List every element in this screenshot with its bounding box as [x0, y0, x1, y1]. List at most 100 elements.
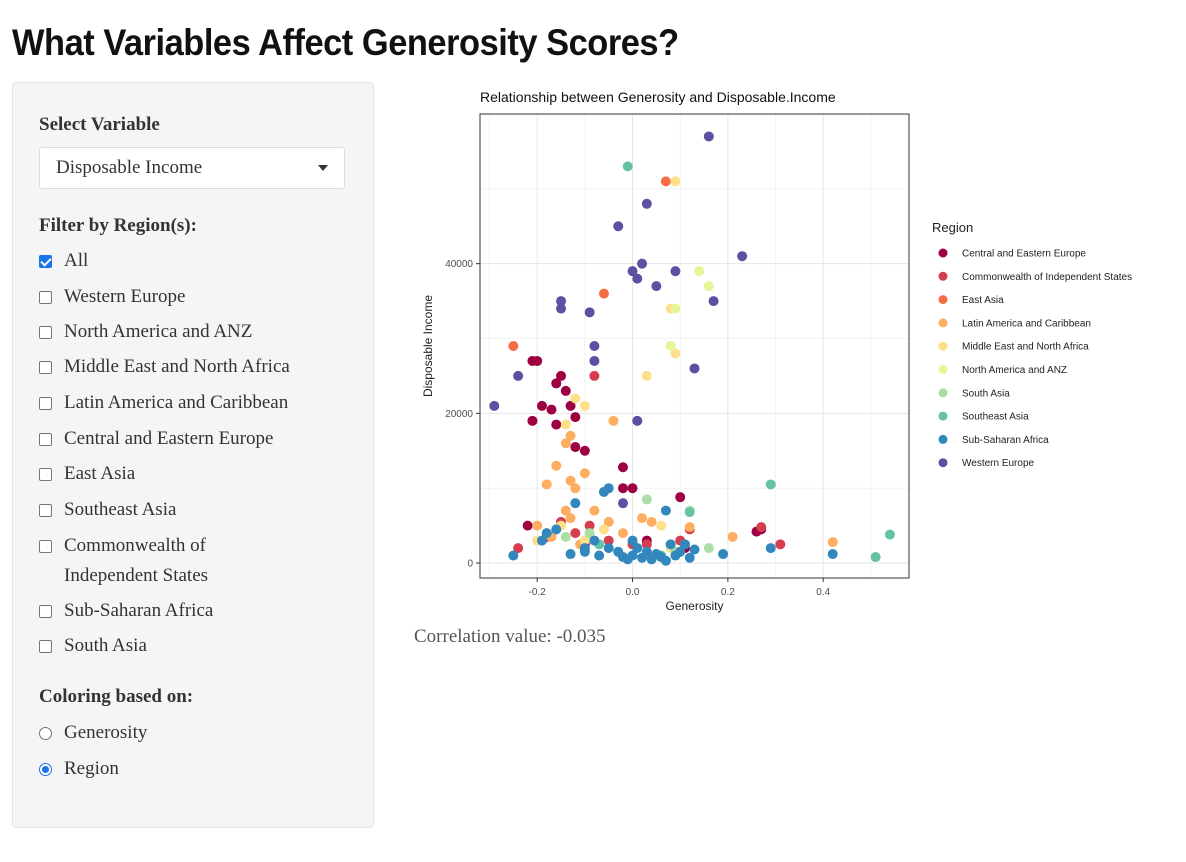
radio-button[interactable]	[39, 762, 52, 776]
checkbox[interactable]	[39, 504, 52, 517]
data-point	[565, 475, 576, 486]
checkbox[interactable]	[39, 605, 52, 618]
data-point	[584, 520, 595, 531]
data-point	[651, 281, 662, 292]
data-point	[684, 522, 695, 533]
data-point	[641, 539, 652, 550]
region-filter-label: Sub-Saharan Africa	[64, 600, 214, 621]
region-filter-label: Southeast Asia	[64, 499, 177, 520]
data-point	[613, 221, 624, 232]
radio-button[interactable]	[39, 726, 52, 740]
coloring-option-region[interactable]: Region	[39, 758, 119, 780]
checkbox[interactable]	[39, 361, 52, 374]
checkbox[interactable]	[39, 640, 52, 653]
data-point	[598, 288, 609, 299]
legend-key	[938, 318, 948, 328]
data-point	[632, 415, 643, 426]
data-point	[641, 494, 652, 505]
checkbox[interactable]	[39, 468, 52, 481]
region-filter-east-asia[interactable]: East Asia	[39, 463, 135, 489]
checkbox[interactable]	[39, 433, 52, 446]
data-point	[632, 273, 643, 284]
checkbox[interactable]	[39, 326, 52, 339]
data-point	[656, 520, 667, 531]
legend-label: North America and ANZ	[962, 365, 1067, 376]
region-filter-north-america-and-anz[interactable]: North America and ANZ	[39, 321, 252, 347]
checkbox[interactable]	[39, 397, 52, 410]
data-point	[551, 378, 562, 389]
data-point	[627, 483, 638, 494]
data-point	[827, 537, 838, 548]
data-point	[579, 400, 590, 411]
data-point	[775, 539, 786, 550]
data-point	[670, 266, 681, 277]
region-filter-middle-east-and-north-africa[interactable]: Middle East and North Africa	[39, 356, 290, 382]
region-filter-all[interactable]: All	[39, 250, 88, 276]
data-point	[579, 535, 590, 546]
data-point	[618, 498, 628, 509]
data-point	[556, 303, 567, 314]
legend-label: East Asia	[962, 295, 1004, 306]
data-point	[641, 546, 652, 557]
data-point	[622, 161, 633, 172]
checkbox[interactable]	[39, 255, 52, 268]
data-point	[718, 549, 729, 560]
data-point	[579, 468, 590, 479]
data-point	[589, 535, 600, 546]
x-tick-label: 0.2	[721, 587, 735, 598]
data-point	[513, 370, 524, 381]
legend-key	[938, 295, 948, 305]
data-point	[665, 539, 676, 550]
legend-key	[938, 434, 948, 444]
data-point	[508, 550, 519, 561]
data-point	[703, 131, 714, 142]
data-point	[565, 549, 576, 560]
data-point	[584, 528, 595, 539]
x-tick-label: 0.0	[626, 587, 640, 598]
data-point	[703, 281, 714, 292]
region-filter-south-asia[interactable]: South Asia	[39, 635, 147, 661]
region-filter-western-europe[interactable]: Western Europe	[39, 286, 185, 312]
data-point	[670, 348, 681, 359]
data-point	[546, 404, 557, 415]
legend-label: Latin America and Caribbean	[962, 318, 1091, 329]
region-filter-southeast-asia[interactable]: Southeast Asia	[39, 499, 176, 525]
region-filter-latin-america-and-caribbean[interactable]: Latin America and Caribbean	[39, 392, 288, 418]
variable-select-value: Disposable Income	[56, 157, 203, 178]
data-point	[641, 198, 652, 209]
data-point	[551, 460, 562, 471]
data-point	[727, 531, 738, 542]
data-point	[598, 524, 609, 535]
plot-border	[479, 113, 910, 579]
region-filter-central-and-eastern-europe[interactable]: Central and Eastern Europe	[39, 428, 273, 454]
chart-svg: -0.2 0.0 0.2 0.4 0 20000 40000 Relationship bet…	[421, 89, 1132, 613]
checkbox[interactable]	[39, 291, 52, 304]
legend-label: Western Europe	[962, 458, 1035, 469]
data-point	[570, 483, 581, 494]
legend-label: South Asia	[962, 388, 1010, 399]
data-point	[665, 341, 676, 351]
data-point	[608, 415, 619, 426]
data-point	[660, 555, 671, 566]
data-point	[584, 307, 595, 318]
data-point	[508, 341, 519, 351]
legend-key	[938, 388, 948, 398]
data-point	[675, 492, 686, 503]
x-axis-label: Generosity	[665, 599, 723, 613]
plot-background	[480, 114, 909, 578]
data-point	[541, 528, 552, 539]
y-tick-label: 20000	[445, 409, 473, 420]
region-filter-label: South Asia	[64, 635, 147, 656]
data-point	[632, 543, 643, 554]
coloring-option-generosity[interactable]: Generosity	[39, 722, 147, 744]
legend-label: Commonwealth of Independent States	[962, 272, 1132, 283]
region-filter-sub-saharan-africa[interactable]: Sub-Saharan Africa	[39, 600, 213, 626]
select-variable-label: Select Variable	[39, 114, 160, 135]
data-point	[603, 543, 614, 554]
region-filter-commonwealth-of-independent-states[interactable]: Commonwealth of Independent States	[39, 535, 229, 591]
data-point	[627, 266, 638, 277]
checkbox[interactable]	[39, 540, 52, 553]
data-point	[660, 505, 671, 516]
region-filter-label: All	[64, 250, 89, 271]
variable-select[interactable]: Disposable Income	[39, 147, 345, 189]
